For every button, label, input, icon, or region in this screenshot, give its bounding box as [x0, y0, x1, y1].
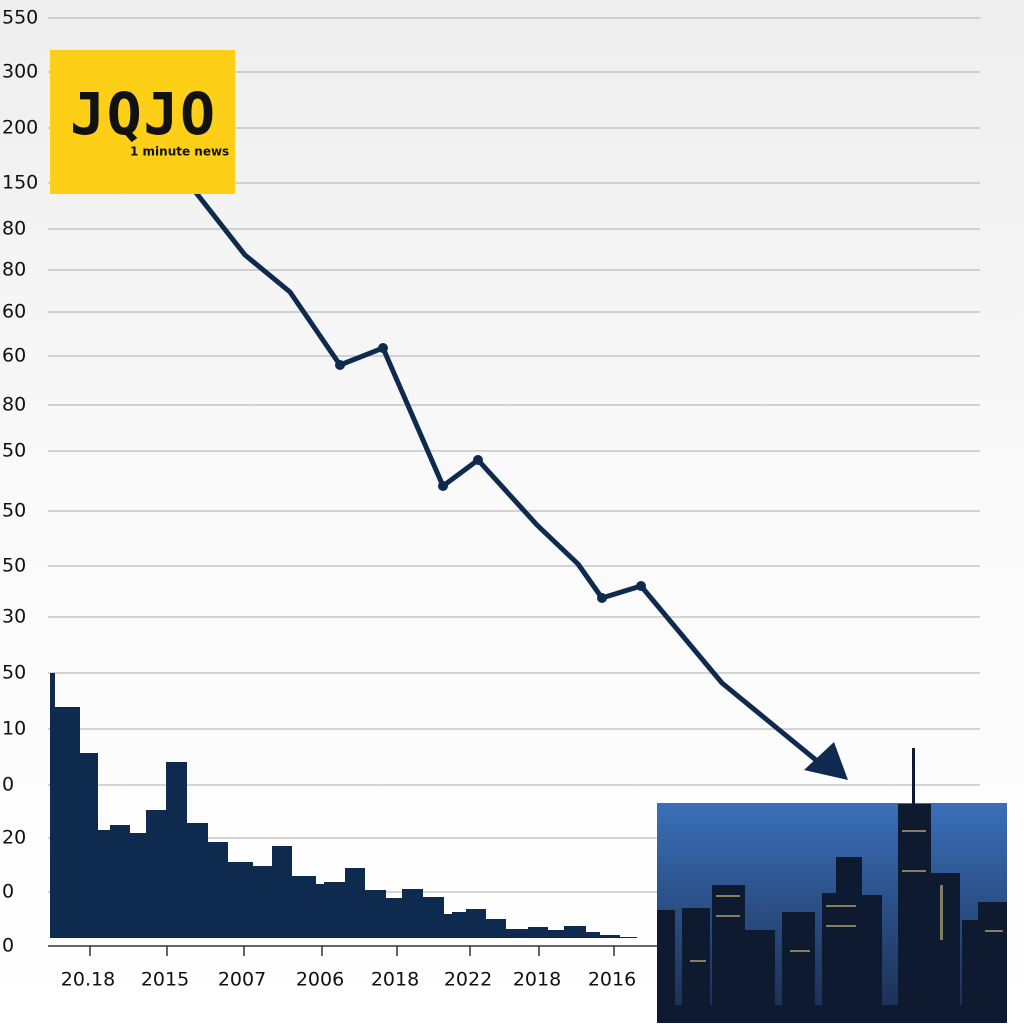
- y-label: 20: [2, 827, 26, 849]
- x-ticks: [89, 946, 615, 956]
- y-label: 60: [2, 345, 26, 367]
- x-label: 2007: [218, 969, 266, 991]
- trend-markers: [335, 343, 646, 603]
- y-label: 50: [2, 440, 26, 462]
- y-label: 0: [2, 935, 14, 957]
- y-label: 0: [2, 774, 14, 796]
- x-label: 2006: [296, 969, 344, 991]
- x-label: 20.18: [61, 969, 115, 991]
- x-label: 2022: [444, 969, 492, 991]
- y-label: 10: [2, 718, 26, 740]
- logo-subtitle: 1 minute news: [130, 145, 229, 159]
- y-label: 300: [2, 61, 38, 83]
- logo-title: JQJO: [70, 80, 215, 148]
- logo: JQJO 1 minute news: [50, 50, 235, 194]
- y-label: 150: [2, 172, 38, 194]
- city-photo: [657, 748, 1007, 1023]
- x-label: 2018: [371, 969, 419, 991]
- histogram: [50, 673, 637, 938]
- x-label: 2018: [513, 969, 561, 991]
- y-label: 80: [2, 259, 26, 281]
- arrow-head: [804, 742, 848, 780]
- y-label: 200: [2, 117, 38, 139]
- y-label: 30: [2, 606, 26, 628]
- y-label: 50: [2, 555, 26, 577]
- y-label: 0: [2, 881, 14, 903]
- y-label: 60: [2, 301, 26, 323]
- x-label: 2016: [588, 969, 636, 991]
- x-label: 2015: [141, 969, 189, 991]
- y-label: 80: [2, 218, 26, 240]
- y-label: 50: [2, 500, 26, 522]
- y-label: 50: [2, 662, 26, 684]
- y-label: 80: [2, 394, 26, 416]
- y-label: 550: [2, 7, 38, 29]
- x-axis-labels: 20.18 2015 2007 2006 2018 2022 2018 2016: [61, 969, 636, 991]
